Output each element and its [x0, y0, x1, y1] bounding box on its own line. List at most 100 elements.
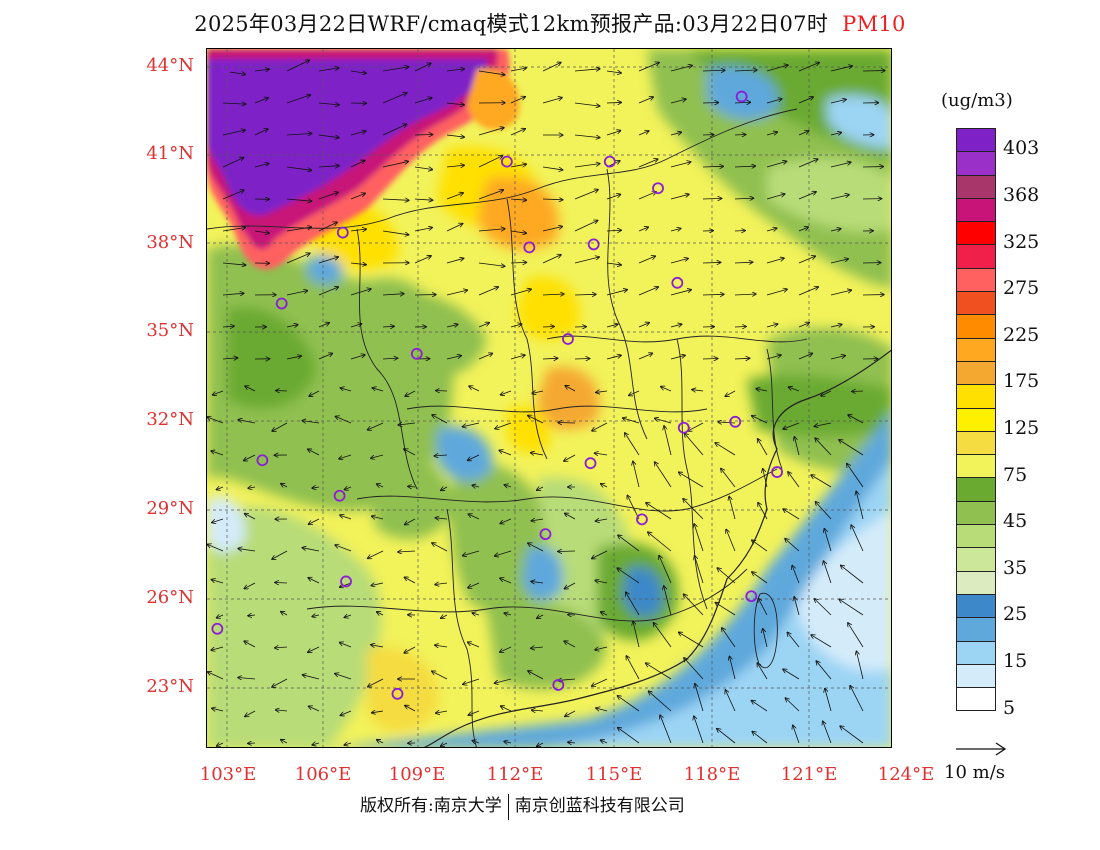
colorbar-swatch: [956, 291, 996, 315]
wind-arrow: [208, 672, 224, 680]
wind-arrow: [504, 485, 512, 487]
city-marker: [771, 466, 783, 478]
wind-arrow: [478, 229, 505, 231]
wind-arrow: [272, 678, 288, 687]
wind-arrow: [286, 356, 301, 360]
wind-arrow: [377, 484, 384, 487]
wind-arrow: [601, 612, 608, 615]
wind-arrow: [318, 68, 339, 72]
wind-arrow: [606, 324, 618, 327]
wind-arrow: [629, 390, 640, 395]
wind-arrow: [565, 513, 576, 520]
wind-arrow: [510, 355, 525, 360]
lat-label-32n: 32°N: [146, 409, 194, 430]
wind-arrow: [564, 641, 576, 648]
city-marker: [636, 513, 648, 526]
colorbar-label: 25: [1003, 603, 1028, 626]
wind-arrow: [468, 710, 480, 715]
wind-arrow: [340, 643, 352, 648]
colorbar-swatch: [956, 174, 996, 198]
wind-arrow: [275, 647, 288, 648]
colorbar-label: 275: [1003, 277, 1040, 300]
wind-arrow: [702, 70, 725, 71]
wind-arrow: [684, 658, 704, 680]
wind-arrow: [340, 582, 352, 587]
wind-arrow: [659, 556, 672, 584]
wind-arrow: [335, 674, 352, 680]
wind-arrow: [574, 69, 600, 71]
wind-arrow: [382, 326, 394, 327]
wind-arrow: [638, 353, 652, 360]
wind-arrow: [371, 583, 384, 586]
wind-arrow: [638, 97, 653, 104]
wind-arrow: [830, 66, 852, 72]
wind-vectors: [207, 60, 885, 746]
wind-arrow: [758, 503, 768, 520]
wind-arrow: [286, 95, 310, 104]
wind-arrow: [794, 437, 800, 456]
colorbar-label: 325: [1003, 230, 1040, 253]
colorbar-swatch: [956, 640, 996, 664]
wind-arrow: [766, 228, 777, 231]
wind-arrow: [702, 102, 718, 103]
city-marker: [729, 415, 742, 428]
city-marker: [333, 489, 346, 502]
wind-arrow: [222, 130, 245, 136]
wind-arrow: [606, 290, 627, 296]
wind-arrow: [281, 740, 288, 743]
wind-arrow: [648, 532, 672, 552]
colorbar-swatch: [956, 430, 996, 455]
wind-arrow: [302, 421, 320, 423]
city-marker: [221, 61, 233, 73]
wind-arrow: [468, 642, 480, 648]
wind-arrow: [625, 433, 640, 456]
wind-arrow: [729, 656, 736, 680]
wind-arrow: [785, 698, 800, 712]
wind-arrow: [670, 132, 681, 135]
city-marker: [336, 226, 349, 239]
wind-arrow: [626, 592, 640, 616]
city-markers: [211, 61, 783, 700]
wind-arrow: [468, 582, 480, 588]
lon-label-106e: 106°E: [294, 764, 352, 785]
city-marker: [523, 241, 536, 254]
wind-arrow: [830, 229, 841, 231]
wind-arrow: [318, 353, 332, 360]
wind-arrow: [766, 99, 782, 104]
wind-arrow: [441, 487, 448, 490]
wind-arrow: [405, 518, 416, 525]
colorbar-swatch: [956, 663, 996, 688]
wind-arrow: [756, 389, 768, 391]
wind-arrow: [238, 678, 256, 679]
wind-arrow: [441, 743, 448, 746]
wind-arrow: [694, 716, 704, 744]
wind-arrow: [725, 390, 736, 396]
wind-arrow: [537, 615, 544, 618]
wind-arrow: [528, 671, 544, 680]
wind-arrow: [308, 578, 320, 584]
wind-arrow: [382, 161, 408, 168]
wind-arrow: [606, 131, 621, 136]
wind-arrow: [757, 663, 768, 680]
wind-arrow: [335, 416, 352, 424]
wind-arrow: [685, 433, 704, 456]
wind-arrow: [606, 71, 621, 73]
city-marker: [603, 155, 616, 168]
wind-arrow: [722, 628, 736, 648]
wind-arrow: [286, 325, 298, 327]
wind-arrow: [350, 161, 365, 168]
wind-arrow: [694, 524, 704, 552]
wind-arrow: [276, 710, 288, 711]
wind-arrow: [574, 294, 596, 295]
wind-arrow: [495, 422, 512, 429]
wind-arrow: [478, 190, 503, 200]
wind-arrow: [655, 418, 672, 424]
wind-arrow: [638, 192, 656, 200]
wind-arrow: [414, 228, 432, 232]
wind-arrow: [850, 686, 864, 712]
wind-arrow: [382, 199, 409, 200]
colorbar-swatch: [956, 128, 996, 152]
wind-arrow: [382, 294, 404, 295]
wind-arrow: [789, 387, 800, 392]
wind-arrow: [596, 519, 608, 521]
